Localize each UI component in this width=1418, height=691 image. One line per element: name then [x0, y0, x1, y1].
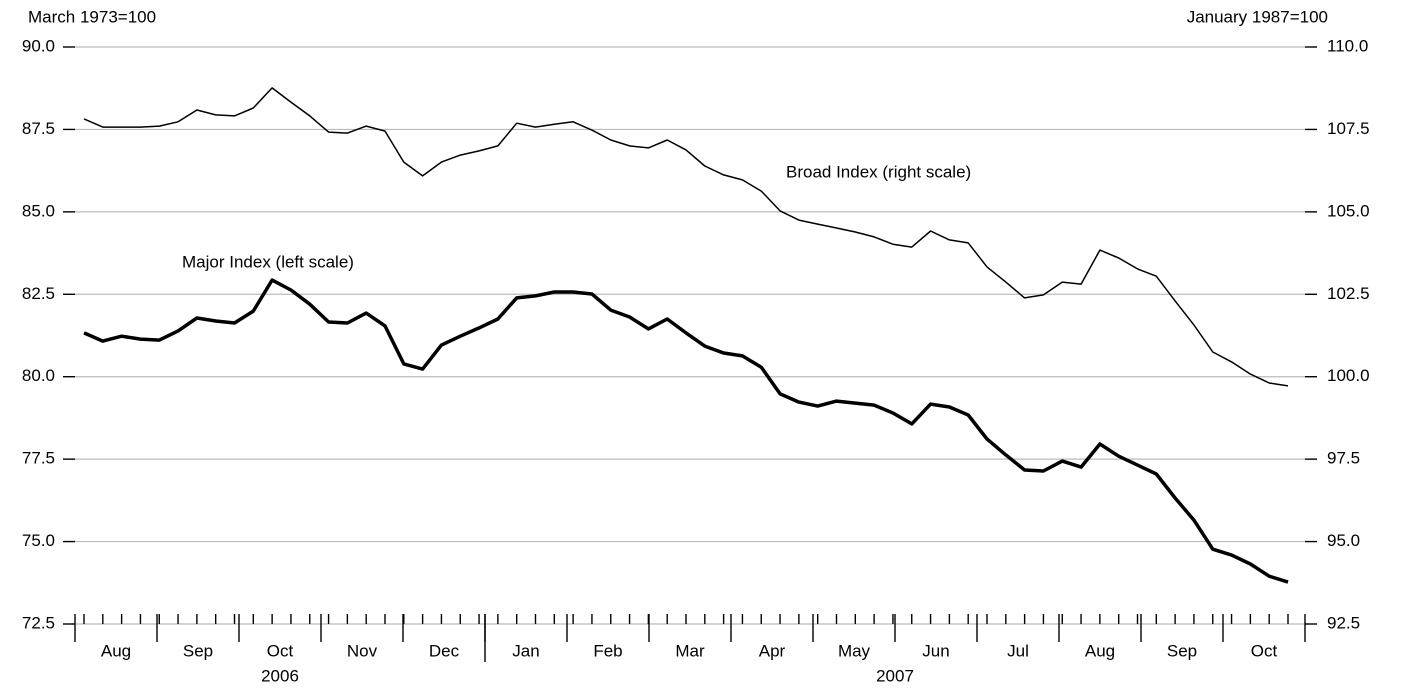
y-tick-label: 85.0: [22, 201, 55, 220]
x-tick-label: Jul: [1007, 641, 1029, 660]
y2-tick-label: 92.5: [1327, 613, 1360, 632]
series-line: [83, 87, 1289, 387]
x-tick-label: Aug: [1085, 641, 1115, 660]
y2-tick-label: 110.0: [1327, 36, 1368, 55]
series-line: [83, 278, 1289, 584]
y-tick-label: 77.5: [22, 449, 55, 468]
y2-tick-label: 107.5: [1327, 119, 1370, 138]
y-tick-label: 75.0: [22, 531, 55, 550]
y2-tick-label: 105.0: [1327, 201, 1370, 220]
x-tick-label: Jun: [922, 641, 949, 660]
y-tick-label: 90.0: [22, 36, 55, 55]
x-tick-label: Apr: [759, 641, 786, 660]
y-tick-label: 82.5: [22, 284, 55, 303]
x-tick-label: Oct: [1251, 641, 1278, 660]
y2-tick-label: 102.5: [1327, 284, 1370, 303]
x-tick-label: Mar: [675, 641, 705, 660]
y2-tick-label: 100.0: [1327, 366, 1370, 385]
x-tick-label: Aug: [101, 641, 131, 660]
series-label: Major Index (left scale): [182, 252, 354, 271]
y-axis-title: March 1973=100: [28, 7, 156, 26]
x-tick-label: Sep: [1167, 641, 1197, 660]
y-tick-label: 87.5: [22, 119, 55, 138]
y2-tick-label: 95.0: [1327, 531, 1360, 550]
y-tick-label: 72.5: [22, 613, 55, 632]
x-tick-label: Jan: [512, 641, 539, 660]
y2-tick-label: 97.5: [1327, 449, 1360, 468]
y2-axis-title: January 1987=100: [1187, 7, 1328, 26]
x-tick-label: Feb: [593, 641, 622, 660]
x-tick-label: Dec: [429, 641, 460, 660]
series-label: Broad Index (right scale): [786, 162, 971, 181]
x-tick-label: May: [838, 641, 871, 660]
year-label: 2006: [261, 666, 299, 685]
x-tick-label: Nov: [347, 641, 378, 660]
y-tick-label: 80.0: [22, 366, 55, 385]
year-label: 2007: [876, 666, 914, 685]
x-tick-label: Sep: [183, 641, 213, 660]
x-tick-label: Oct: [267, 641, 294, 660]
